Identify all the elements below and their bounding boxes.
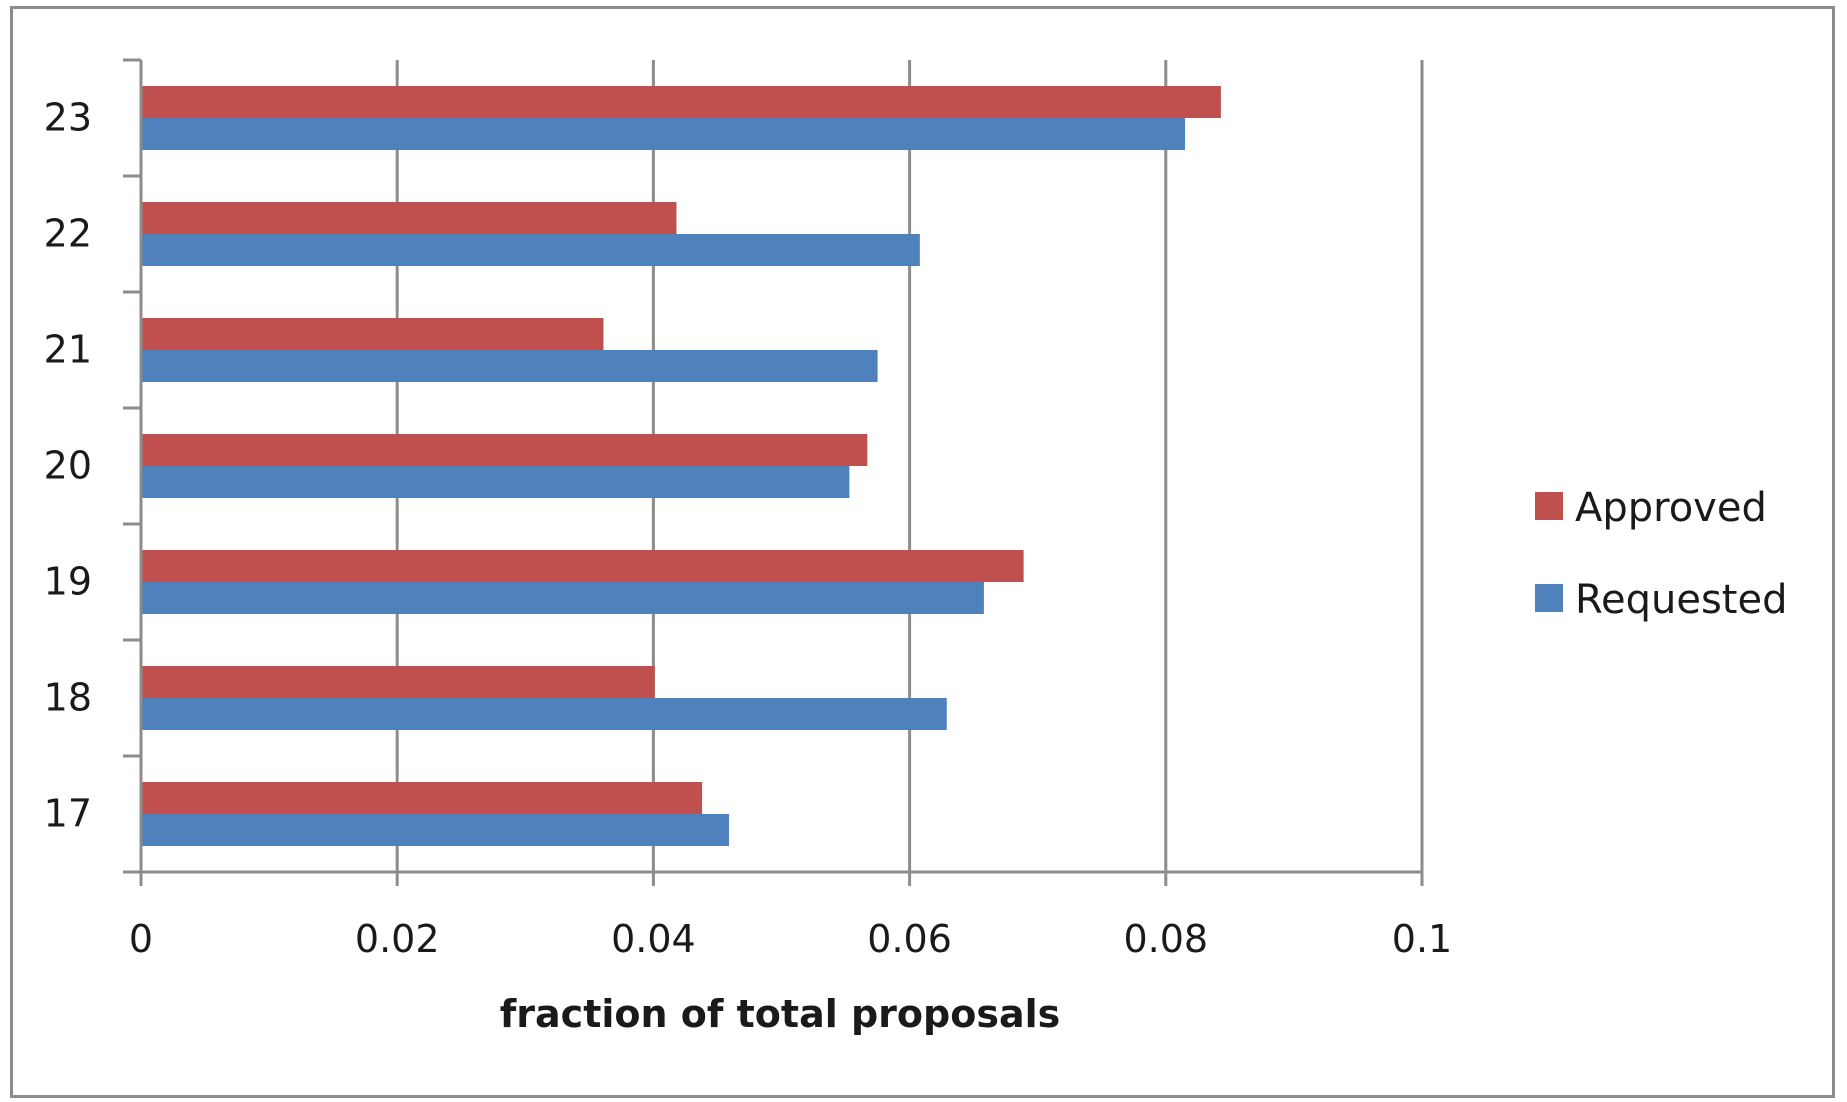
bar-approved-23 xyxy=(141,86,1221,118)
bar-approved-20 xyxy=(141,434,868,466)
legend-swatch-requested xyxy=(1535,584,1563,612)
bar-requested-22 xyxy=(141,234,920,266)
y-tick-label: 21 xyxy=(44,328,92,372)
y-tick-label: 19 xyxy=(44,560,92,604)
bar-approved-17 xyxy=(141,782,703,814)
x-tick-label: 0.08 xyxy=(1123,917,1208,961)
axes: 0 0.02 0.04 0.06 0.08 0.1 17 18 19 20 21 22 23 xyxy=(44,58,1452,961)
y-tick-label: 17 xyxy=(44,792,92,836)
x-tick-label: 0.1 xyxy=(1392,917,1452,961)
y-tick-label: 20 xyxy=(44,444,92,488)
x-tick-label: 0.04 xyxy=(611,917,696,961)
bar-requested-18 xyxy=(141,698,947,730)
bars xyxy=(141,86,1221,846)
legend: Approved Requested xyxy=(1535,485,1787,623)
bar-requested-23 xyxy=(141,118,1186,150)
legend-label-approved: Approved xyxy=(1575,485,1767,531)
bar-requested-20 xyxy=(141,466,850,498)
legend-swatch-approved xyxy=(1535,492,1563,520)
x-tick-label: 0.06 xyxy=(867,917,952,961)
bar-approved-18 xyxy=(141,666,655,698)
x-axis-title: fraction of total proposals xyxy=(500,992,1060,1036)
bar-requested-21 xyxy=(141,350,878,382)
legend-label-requested: Requested xyxy=(1575,577,1787,623)
y-tick-label: 18 xyxy=(44,676,92,720)
bar-approved-19 xyxy=(141,550,1024,582)
x-tick-label: 0.02 xyxy=(355,917,440,961)
y-tick-label: 22 xyxy=(44,212,92,256)
x-tick-label: 0 xyxy=(129,917,153,961)
bar-requested-17 xyxy=(141,814,729,846)
bar-approved-22 xyxy=(141,202,677,234)
bar-approved-21 xyxy=(141,318,604,350)
bar-requested-19 xyxy=(141,582,984,614)
y-tick-label: 23 xyxy=(44,96,92,140)
